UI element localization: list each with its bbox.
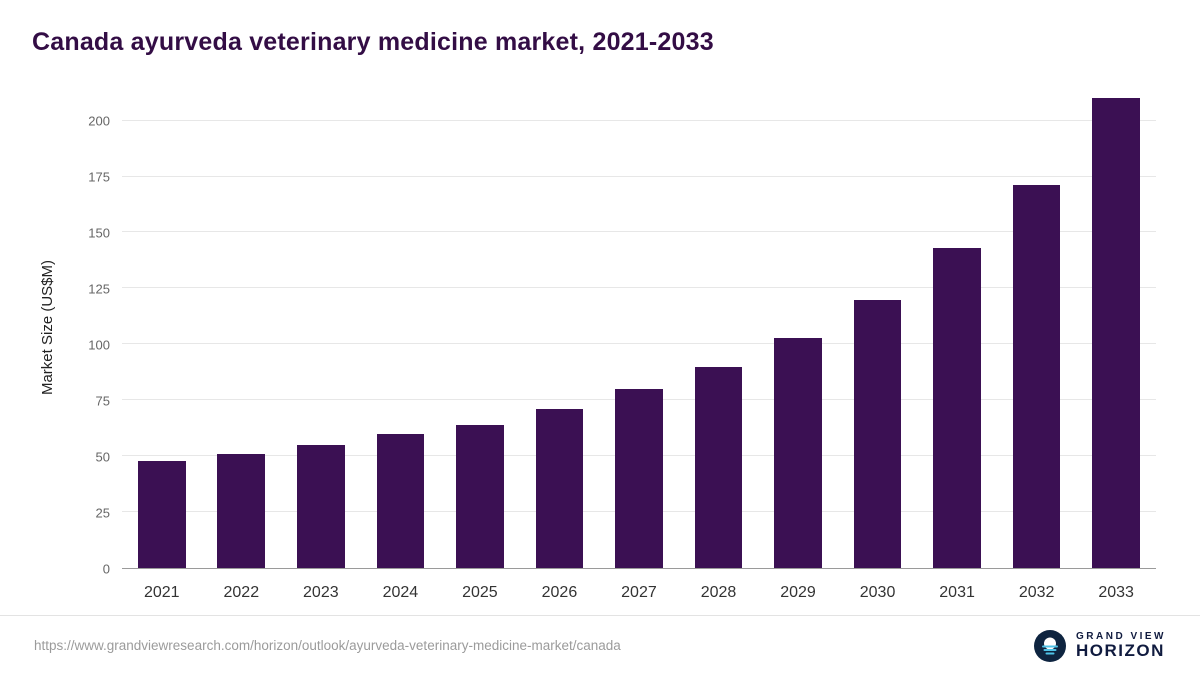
bar-slot-2029 bbox=[758, 87, 838, 568]
x-tick-label-2030: 2030 bbox=[859, 584, 896, 601]
bar-2024 bbox=[376, 433, 425, 568]
bar-slot-2028 bbox=[679, 87, 759, 568]
x-tick-label-2031: 2031 bbox=[939, 584, 975, 601]
y-tick-label: 150 bbox=[88, 225, 110, 241]
gridline bbox=[122, 231, 1156, 233]
x-tick-label-2027: 2027 bbox=[621, 584, 657, 601]
source-url: https://www.grandviewresearch.com/horizo… bbox=[34, 638, 621, 653]
y-tick-label: 125 bbox=[88, 281, 110, 297]
plot-area bbox=[122, 87, 1156, 569]
x-tick-label-2032: 2032 bbox=[1018, 584, 1055, 601]
y-axis-label: Market Size (US$M) bbox=[38, 260, 56, 396]
y-tick-label: 75 bbox=[95, 393, 110, 409]
page-title: Canada ayurveda veterinary medicine mark… bbox=[32, 28, 714, 56]
bar-2025 bbox=[456, 424, 504, 568]
x-tick-label-2024: 2024 bbox=[382, 584, 419, 601]
bar-chart: Market Size (US$M) 0 25 50 75 100 125 150 175 20… bbox=[0, 57, 1200, 615]
x-tick-label-2023: 2023 bbox=[303, 584, 339, 601]
horizon-sun-icon bbox=[1034, 629, 1066, 662]
bar-slot-2033 bbox=[1076, 87, 1156, 568]
x-tick-label-2033: 2033 bbox=[1098, 584, 1134, 601]
gridline bbox=[122, 287, 1156, 289]
y-tick-label: 50 bbox=[95, 449, 110, 465]
bar-slot-2021 bbox=[122, 87, 202, 568]
bar-2031 bbox=[933, 248, 981, 568]
x-tick-label-2025: 2025 bbox=[462, 584, 498, 601]
bar-2027 bbox=[615, 389, 663, 568]
bar-slot-2026 bbox=[520, 87, 600, 568]
x-tick-label-2022: 2022 bbox=[223, 584, 260, 601]
bar-slot-2023 bbox=[281, 87, 361, 568]
logo-line1: GRAND VIEW bbox=[1076, 630, 1166, 642]
bar-2030 bbox=[853, 299, 902, 568]
bars-container bbox=[122, 87, 1156, 568]
bar-2032 bbox=[1012, 185, 1061, 568]
logo-line2: HORIZON bbox=[1076, 640, 1165, 660]
x-tick-label-2026: 2026 bbox=[541, 584, 578, 601]
bar-2029 bbox=[774, 337, 822, 568]
bar-2033 bbox=[1092, 98, 1140, 568]
bar-slot-2024 bbox=[361, 87, 441, 568]
bar-2028 bbox=[694, 366, 743, 568]
bar-2026 bbox=[535, 409, 584, 568]
gridline bbox=[122, 343, 1156, 345]
bar-2023 bbox=[296, 444, 345, 568]
grand-view-horizon-logo: GRAND VIEW HORIZON bbox=[1033, 629, 1166, 663]
x-tick-label-2021: 2021 bbox=[143, 584, 180, 601]
x-axis-labels: 2021 2022 2023 2024 2025 2026 2027 2028 2029 2030… bbox=[122, 569, 1156, 609]
y-tick-label: 200 bbox=[88, 113, 110, 129]
bar-2022 bbox=[217, 453, 266, 568]
y-tick-label: 175 bbox=[88, 169, 110, 185]
bar-slot-2022 bbox=[202, 87, 282, 568]
bar-slot-2030 bbox=[838, 87, 918, 568]
footer: https://www.grandviewresearch.com/horizo… bbox=[0, 615, 1200, 675]
bar-slot-2025 bbox=[440, 87, 520, 568]
y-tick-label: 25 bbox=[95, 505, 110, 521]
bar-slot-2031 bbox=[917, 87, 997, 568]
bar-slot-2032 bbox=[997, 87, 1077, 568]
gridline bbox=[122, 175, 1156, 177]
bar-2021 bbox=[137, 460, 186, 568]
y-tick-label: 0 bbox=[102, 561, 110, 577]
y-tick-label: 100 bbox=[88, 337, 110, 353]
y-axis-ticks: 0 25 50 75 100 125 150 175 200 bbox=[64, 87, 122, 576]
x-tick-label-2029: 2029 bbox=[780, 584, 816, 601]
bar-slot-2027 bbox=[599, 87, 679, 568]
x-tick-label-2028: 2028 bbox=[700, 584, 737, 601]
gridline bbox=[122, 119, 1156, 121]
